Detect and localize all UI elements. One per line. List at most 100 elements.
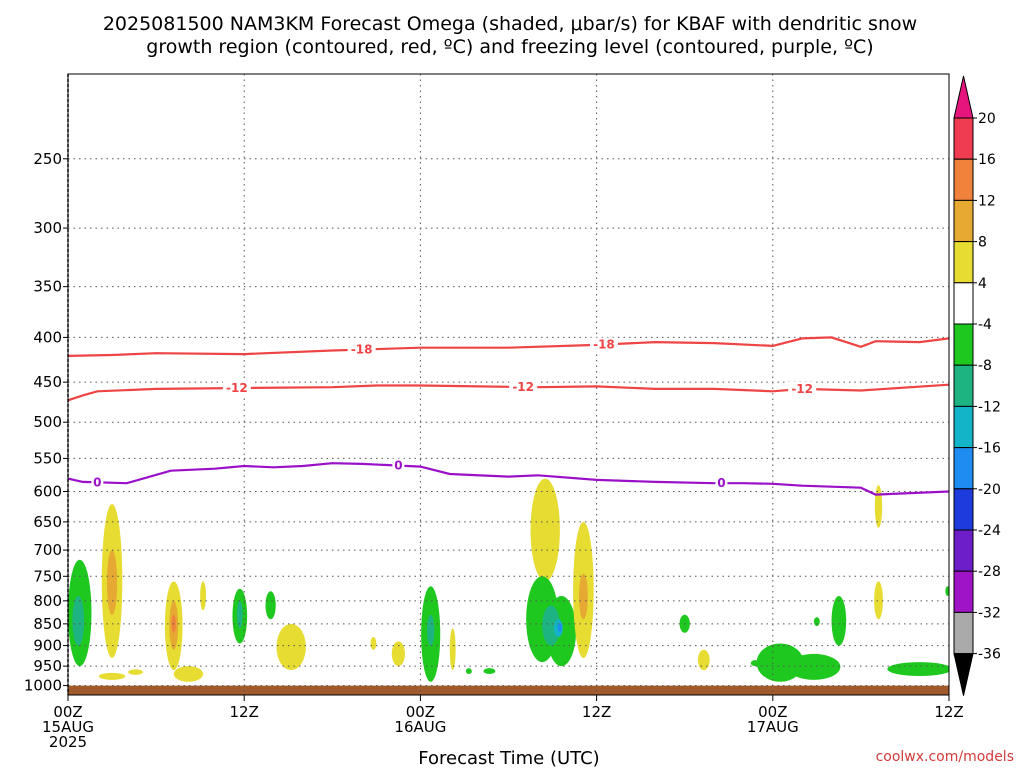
site-credit: coolwx.com/models (876, 749, 1014, 765)
colorbar-top-arrow (953, 75, 974, 119)
colorbar-label-6: -8 (978, 358, 992, 374)
y-tick-label-400: 400 (33, 328, 62, 346)
x-tick-label-0-1: 15AUG (42, 718, 94, 736)
omega-area-13 (265, 591, 276, 620)
y-tick-label-350: 350 (33, 278, 62, 296)
omega-shading-layer (68, 478, 949, 682)
y-tick-label-1000: 1000 (24, 677, 62, 695)
contour--12 (68, 383, 949, 402)
colorbar-segment-8 (953, 447, 974, 490)
colorbar-segment-4 (953, 282, 974, 325)
omega-area-4 (98, 672, 126, 680)
y-tick-label-750: 750 (33, 567, 62, 585)
colorbar-label-11: -28 (978, 564, 1001, 580)
omega-area-16 (391, 641, 405, 667)
y-tick-label-550: 550 (33, 449, 62, 467)
x-tick-label-60-0: 12Z (934, 703, 963, 721)
contour-label--12-2: -12 (791, 382, 813, 396)
x-tick-label-12-0: 12Z (230, 703, 259, 721)
y-tick-label-800: 800 (33, 592, 62, 610)
omega-area-1 (72, 596, 85, 646)
colorbar-segment-7 (953, 405, 974, 449)
contour-label-bg (715, 476, 728, 491)
omega-area-19 (449, 628, 456, 671)
contour-label-0-2: 0 (717, 476, 725, 490)
omega-area-9 (173, 666, 204, 682)
contour-label-bg (347, 342, 376, 357)
contour-label-0-0: 0 (93, 475, 101, 489)
y-tick-label-500: 500 (33, 413, 62, 431)
omega-area-10 (200, 581, 207, 611)
omega-area-31 (697, 649, 710, 671)
colorbar-segment-3 (953, 241, 974, 284)
colorbar-label-5: -4 (978, 317, 992, 333)
omega-area-25 (542, 605, 560, 646)
omega-area-27 (557, 622, 563, 632)
colorbar-label-1: 16 (978, 152, 996, 168)
omega-area-15 (370, 637, 377, 650)
colorbar-label-2: 12 (978, 193, 996, 209)
grid-layer (67, 74, 950, 695)
contour--18 (68, 336, 949, 357)
colorbar-label-0: 20 (978, 111, 996, 127)
x-tick-label-36-0: 12Z (582, 703, 611, 721)
y-tick-label-450: 450 (33, 373, 62, 391)
terrain-layer (68, 685, 949, 695)
contour-label--18-0: -18 (351, 343, 373, 357)
colorbar-label-10: -24 (978, 523, 1001, 539)
omega-area-21 (483, 668, 496, 675)
omega-area-34 (787, 653, 841, 680)
colorbar-segment-0 (953, 117, 974, 160)
colorbar-label-7: -12 (978, 399, 1001, 415)
colorbar-label-3: 8 (978, 235, 987, 251)
x-tick-label-0-2: 2025 (49, 733, 87, 751)
terrain-fill (68, 685, 949, 695)
colorbar-segment-12 (953, 611, 974, 655)
colorbar-segment-10 (953, 529, 974, 572)
x-tick-label-0-0: 00Z (53, 703, 82, 721)
omega-area-3 (106, 550, 118, 615)
colorbar-label-4: 4 (978, 276, 987, 292)
x-tick-label-48-0: 00Z (758, 703, 787, 721)
chart-title-line-2: growth region (contoured, red, ºC) and f… (146, 36, 873, 58)
contour-label-bg (589, 337, 618, 352)
colorbar-label-13: -36 (978, 647, 1001, 663)
y-axis: 250 300 350 400 450 500 550 600 650 700 750 800 850 9… (24, 150, 68, 695)
contour-label-bg (91, 475, 104, 490)
contour-label-bg (788, 381, 817, 396)
omega-area-20 (465, 668, 472, 675)
colorbar-segment-1 (953, 158, 974, 201)
omega-area-38 (874, 581, 883, 620)
contour-label-0-1: 0 (394, 459, 402, 473)
y-tick-label-950: 950 (33, 657, 62, 675)
plot-frame (67, 73, 950, 696)
x-tick-label-24-0: 00Z (406, 703, 435, 721)
x-tick-label-48-1: 17AUG (747, 718, 799, 736)
contour-label--12-1: -12 (512, 380, 534, 394)
colorbar-segment-11 (953, 570, 974, 613)
y-tick-label-300: 300 (33, 219, 62, 237)
contour-label-bg (222, 381, 251, 396)
y-tick-label-600: 600 (33, 482, 62, 500)
omega-area-36 (813, 617, 820, 627)
x-tick-label-24-1: 16AUG (394, 718, 446, 736)
contour-0 (68, 462, 949, 496)
omega-area-5 (128, 669, 143, 675)
y-tick-label-250: 250 (33, 150, 62, 168)
x-axis-label: Forecast Time (UTC) (418, 748, 599, 768)
colorbar: 20 16 12 8 4 -4 -8 -12 -16 -20 -24 -28 -32 -36 (953, 75, 1001, 696)
y-tick-label-700: 700 (33, 541, 62, 559)
omega-area-35 (831, 596, 847, 646)
omega-area-29 (578, 573, 588, 620)
y-tick-label-850: 850 (33, 615, 62, 633)
colorbar-segment-9 (953, 488, 974, 531)
omega-area-18 (427, 614, 435, 646)
colorbar-label-9: -20 (978, 482, 1001, 498)
y-tick-label-650: 650 (33, 513, 62, 531)
omega-area-40 (945, 586, 949, 597)
colorbar-label-8: -16 (978, 441, 1001, 457)
chart-title-line-1: 2025081500 NAM3KM Forecast Omega (shaded… (103, 13, 917, 35)
contour-layer: -18 -18 -12 -12 -12 0 0 0 (68, 336, 949, 496)
